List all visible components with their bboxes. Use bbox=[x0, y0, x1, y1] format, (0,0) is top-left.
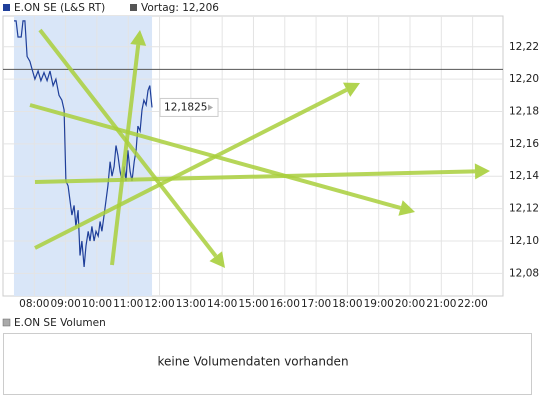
x-tick-label: 17:00 bbox=[301, 298, 331, 310]
x-tick-label: 13:00 bbox=[176, 298, 206, 310]
x-tick-label: 21:00 bbox=[426, 298, 456, 310]
x-tick-label: 15:00 bbox=[238, 298, 268, 310]
annotation-arrowhead bbox=[209, 251, 225, 268]
legend-swatch bbox=[130, 4, 137, 11]
legend-swatch bbox=[2, 318, 11, 327]
y-tick-label: 12,22 bbox=[509, 41, 539, 53]
x-tick-label: 09:00 bbox=[50, 298, 80, 310]
annotation-arrow bbox=[34, 88, 348, 250]
x-tick-label: 11:00 bbox=[113, 298, 143, 310]
annotation-arrowhead bbox=[474, 163, 490, 180]
x-tick-label: 19:00 bbox=[364, 298, 394, 310]
y-tick-label: 12,14 bbox=[509, 170, 539, 182]
annotation-arrow bbox=[34, 169, 476, 184]
x-tick-label: 22:00 bbox=[457, 298, 487, 310]
y-tick-label: 12,12 bbox=[509, 203, 539, 215]
plot: 12,08 12,10 12,12 12,14 12,16 12,18 12,20 12,22… bbox=[3, 16, 539, 310]
volume-title: E.ON SE Volumen bbox=[14, 317, 106, 329]
annotation-arrows bbox=[29, 28, 490, 268]
annotation-arrowhead bbox=[398, 200, 415, 216]
last-price-label: 12,1825 bbox=[164, 101, 207, 113]
legend-swatch bbox=[3, 4, 10, 11]
annotation-arrowhead bbox=[343, 82, 360, 97]
y-tick-label: 12,20 bbox=[509, 73, 539, 85]
last-price-pointer bbox=[208, 104, 214, 111]
x-tick-label: 20:00 bbox=[395, 298, 425, 310]
y-tick-label: 12,08 bbox=[509, 267, 539, 279]
x-tick-label: 18:00 bbox=[332, 298, 362, 310]
annotation-arrowhead bbox=[130, 30, 147, 46]
x-tick-label: 10:00 bbox=[82, 298, 112, 310]
last-price-box bbox=[159, 97, 219, 117]
annotation-arrow bbox=[110, 44, 141, 266]
y-tick-label: 12,16 bbox=[509, 138, 539, 150]
legend-label: E.ON SE (L&S RT) bbox=[14, 2, 105, 14]
volume-frame bbox=[3, 333, 532, 395]
price-line bbox=[14, 20, 153, 267]
x-tick-label: 16:00 bbox=[270, 298, 300, 310]
y-tick-label: 12,18 bbox=[509, 105, 539, 117]
volume-message: keine Volumendaten vorhanden bbox=[157, 355, 348, 369]
x-tick-label: 12:00 bbox=[144, 298, 174, 310]
x-tick-label: 08:00 bbox=[19, 298, 49, 310]
y-tick-label: 12,10 bbox=[509, 235, 539, 247]
legend-label: Vortag: 12,206 bbox=[141, 2, 219, 14]
x-tick-label: 14:00 bbox=[207, 298, 237, 310]
